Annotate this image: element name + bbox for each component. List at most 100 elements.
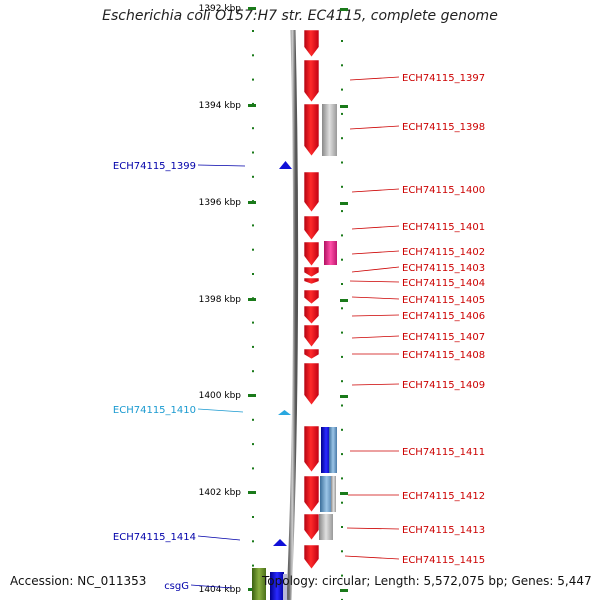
forward-gene-arrow — [303, 305, 320, 325]
gene-label[interactable]: ECH74115_1403 — [402, 263, 485, 274]
minor-tick-left — [252, 54, 254, 57]
gene-label[interactable]: ECH74115_1407 — [402, 332, 485, 343]
gene-label[interactable]: ECH74115_1402 — [402, 247, 485, 258]
tick-label: 1400 kbp — [199, 391, 242, 401]
leader-line — [197, 535, 241, 541]
leader-line — [351, 188, 400, 193]
leader-line — [351, 335, 400, 339]
minor-tick-right — [341, 40, 343, 42]
minor-tick-left — [252, 273, 254, 275]
gene-label[interactable]: ECH74115_1408 — [402, 350, 485, 361]
genome-backbone — [286, 29, 299, 600]
position-ticks-right — [340, 8, 348, 600]
minor-tick-right — [341, 185, 343, 188]
leader-line — [351, 383, 400, 386]
leader-line — [197, 164, 246, 167]
forward-gene-arrow — [303, 277, 320, 285]
minor-tick-left — [252, 516, 254, 518]
tick-label: 1398 kbp — [199, 295, 242, 305]
minor-tick-right — [341, 380, 343, 383]
annotation-block-steel — [329, 427, 337, 473]
minor-tick-left — [252, 564, 254, 567]
minor-tick-right — [341, 234, 343, 237]
minor-tick-right — [341, 550, 343, 553]
reverse-gene-block — [283, 574, 287, 600]
leader-line — [351, 225, 400, 230]
gene-labels: ECH74115_1397 ECH74115_1398 ECH74115_1400 E… — [113, 73, 485, 592]
gene-label[interactable]: ECH74115_1411 — [402, 447, 485, 458]
gene-label[interactable]: csgG — [164, 581, 189, 592]
annotation-block-grey — [331, 476, 336, 512]
forward-gene-arrow — [303, 425, 320, 473]
minor-tick-right — [341, 574, 343, 577]
reverse-gene-arrow — [278, 410, 291, 415]
tick-label: 1396 kbp — [199, 198, 242, 208]
gene-label[interactable]: ECH74115_1400 — [402, 185, 485, 196]
label-leader-lines — [190, 76, 400, 589]
forward-gene-arrow — [303, 324, 320, 348]
minor-tick-left — [252, 224, 254, 227]
tick-label: 1404 kbp — [199, 585, 242, 595]
leader-line — [349, 280, 400, 283]
minor-tick-left — [252, 151, 254, 154]
minor-tick-left — [252, 127, 254, 130]
tick-label: 1394 kbp — [199, 101, 242, 111]
minor-tick-right — [341, 161, 343, 164]
annotation-block-grey — [319, 514, 333, 540]
minor-tick-right — [341, 258, 343, 261]
accession-text: Accession: NC_011353 — [10, 574, 147, 588]
major-tick-left — [248, 7, 256, 10]
forward-gene-arrow — [303, 266, 320, 278]
minor-tick-left — [252, 540, 254, 543]
minor-tick-right — [341, 307, 343, 310]
tick-label: 1392 kbp — [199, 4, 242, 14]
annotation-block-pink — [324, 241, 337, 265]
forward-gene-arrow — [303, 29, 320, 58]
minor-tick-left — [252, 345, 254, 348]
gene-label[interactable]: ECH74115_1397 — [402, 73, 485, 84]
gene-label[interactable]: ECH74115_1413 — [402, 525, 485, 536]
gene-label[interactable]: ECH74115_1398 — [402, 122, 485, 133]
major-tick-right — [340, 105, 348, 108]
minor-tick-left — [252, 30, 254, 32]
minor-tick-right — [341, 501, 343, 504]
minor-tick-right — [341, 526, 343, 528]
annotation-block-steel — [320, 476, 333, 512]
minor-tick-left — [252, 418, 254, 421]
gene-label[interactable]: ECH74115_1406 — [402, 311, 485, 322]
major-tick-left — [248, 394, 256, 397]
gene-label[interactable]: ECH74115_1410 — [113, 405, 196, 416]
minor-tick-right — [341, 283, 343, 285]
gene-label[interactable]: ECH74115_1409 — [402, 380, 485, 391]
minor-tick-right — [341, 137, 343, 140]
minor-tick-right — [341, 112, 343, 115]
major-tick-right — [340, 395, 348, 398]
minor-tick-left — [252, 175, 254, 178]
minor-tick-right — [341, 355, 343, 358]
gene-features — [252, 29, 337, 600]
gene-label[interactable]: ECH74115_1414 — [113, 532, 196, 543]
reverse-gene-arrow — [273, 539, 287, 546]
minor-tick-right — [341, 428, 343, 431]
major-tick-left — [248, 104, 256, 107]
annotation-block-grey — [322, 104, 337, 156]
gene-label[interactable]: ECH74115_1405 — [402, 295, 485, 306]
minor-tick-left — [252, 248, 254, 251]
tick-label: 1402 kbp — [199, 488, 242, 498]
gene-label[interactable]: ECH74115_1412 — [402, 491, 485, 502]
gene-label[interactable]: ECH74115_1404 — [402, 278, 485, 289]
csgG-gene-block — [252, 568, 266, 600]
gene-label[interactable]: ECH74115_1401 — [402, 222, 485, 233]
leader-line — [344, 555, 400, 560]
minor-tick-left — [252, 370, 254, 373]
minor-tick-right — [341, 477, 343, 480]
leader-line — [349, 76, 400, 81]
gene-label[interactable]: ECH74115_1415 — [402, 555, 485, 566]
gene-label[interactable]: ECH74115_1399 — [113, 161, 196, 172]
forward-gene-arrow — [303, 513, 320, 541]
minor-tick-right — [341, 453, 343, 456]
major-tick-right — [340, 202, 348, 205]
genome-title: Escherichia coli O157:H7 str. EC4115, co… — [102, 8, 498, 24]
leader-line — [190, 584, 233, 589]
